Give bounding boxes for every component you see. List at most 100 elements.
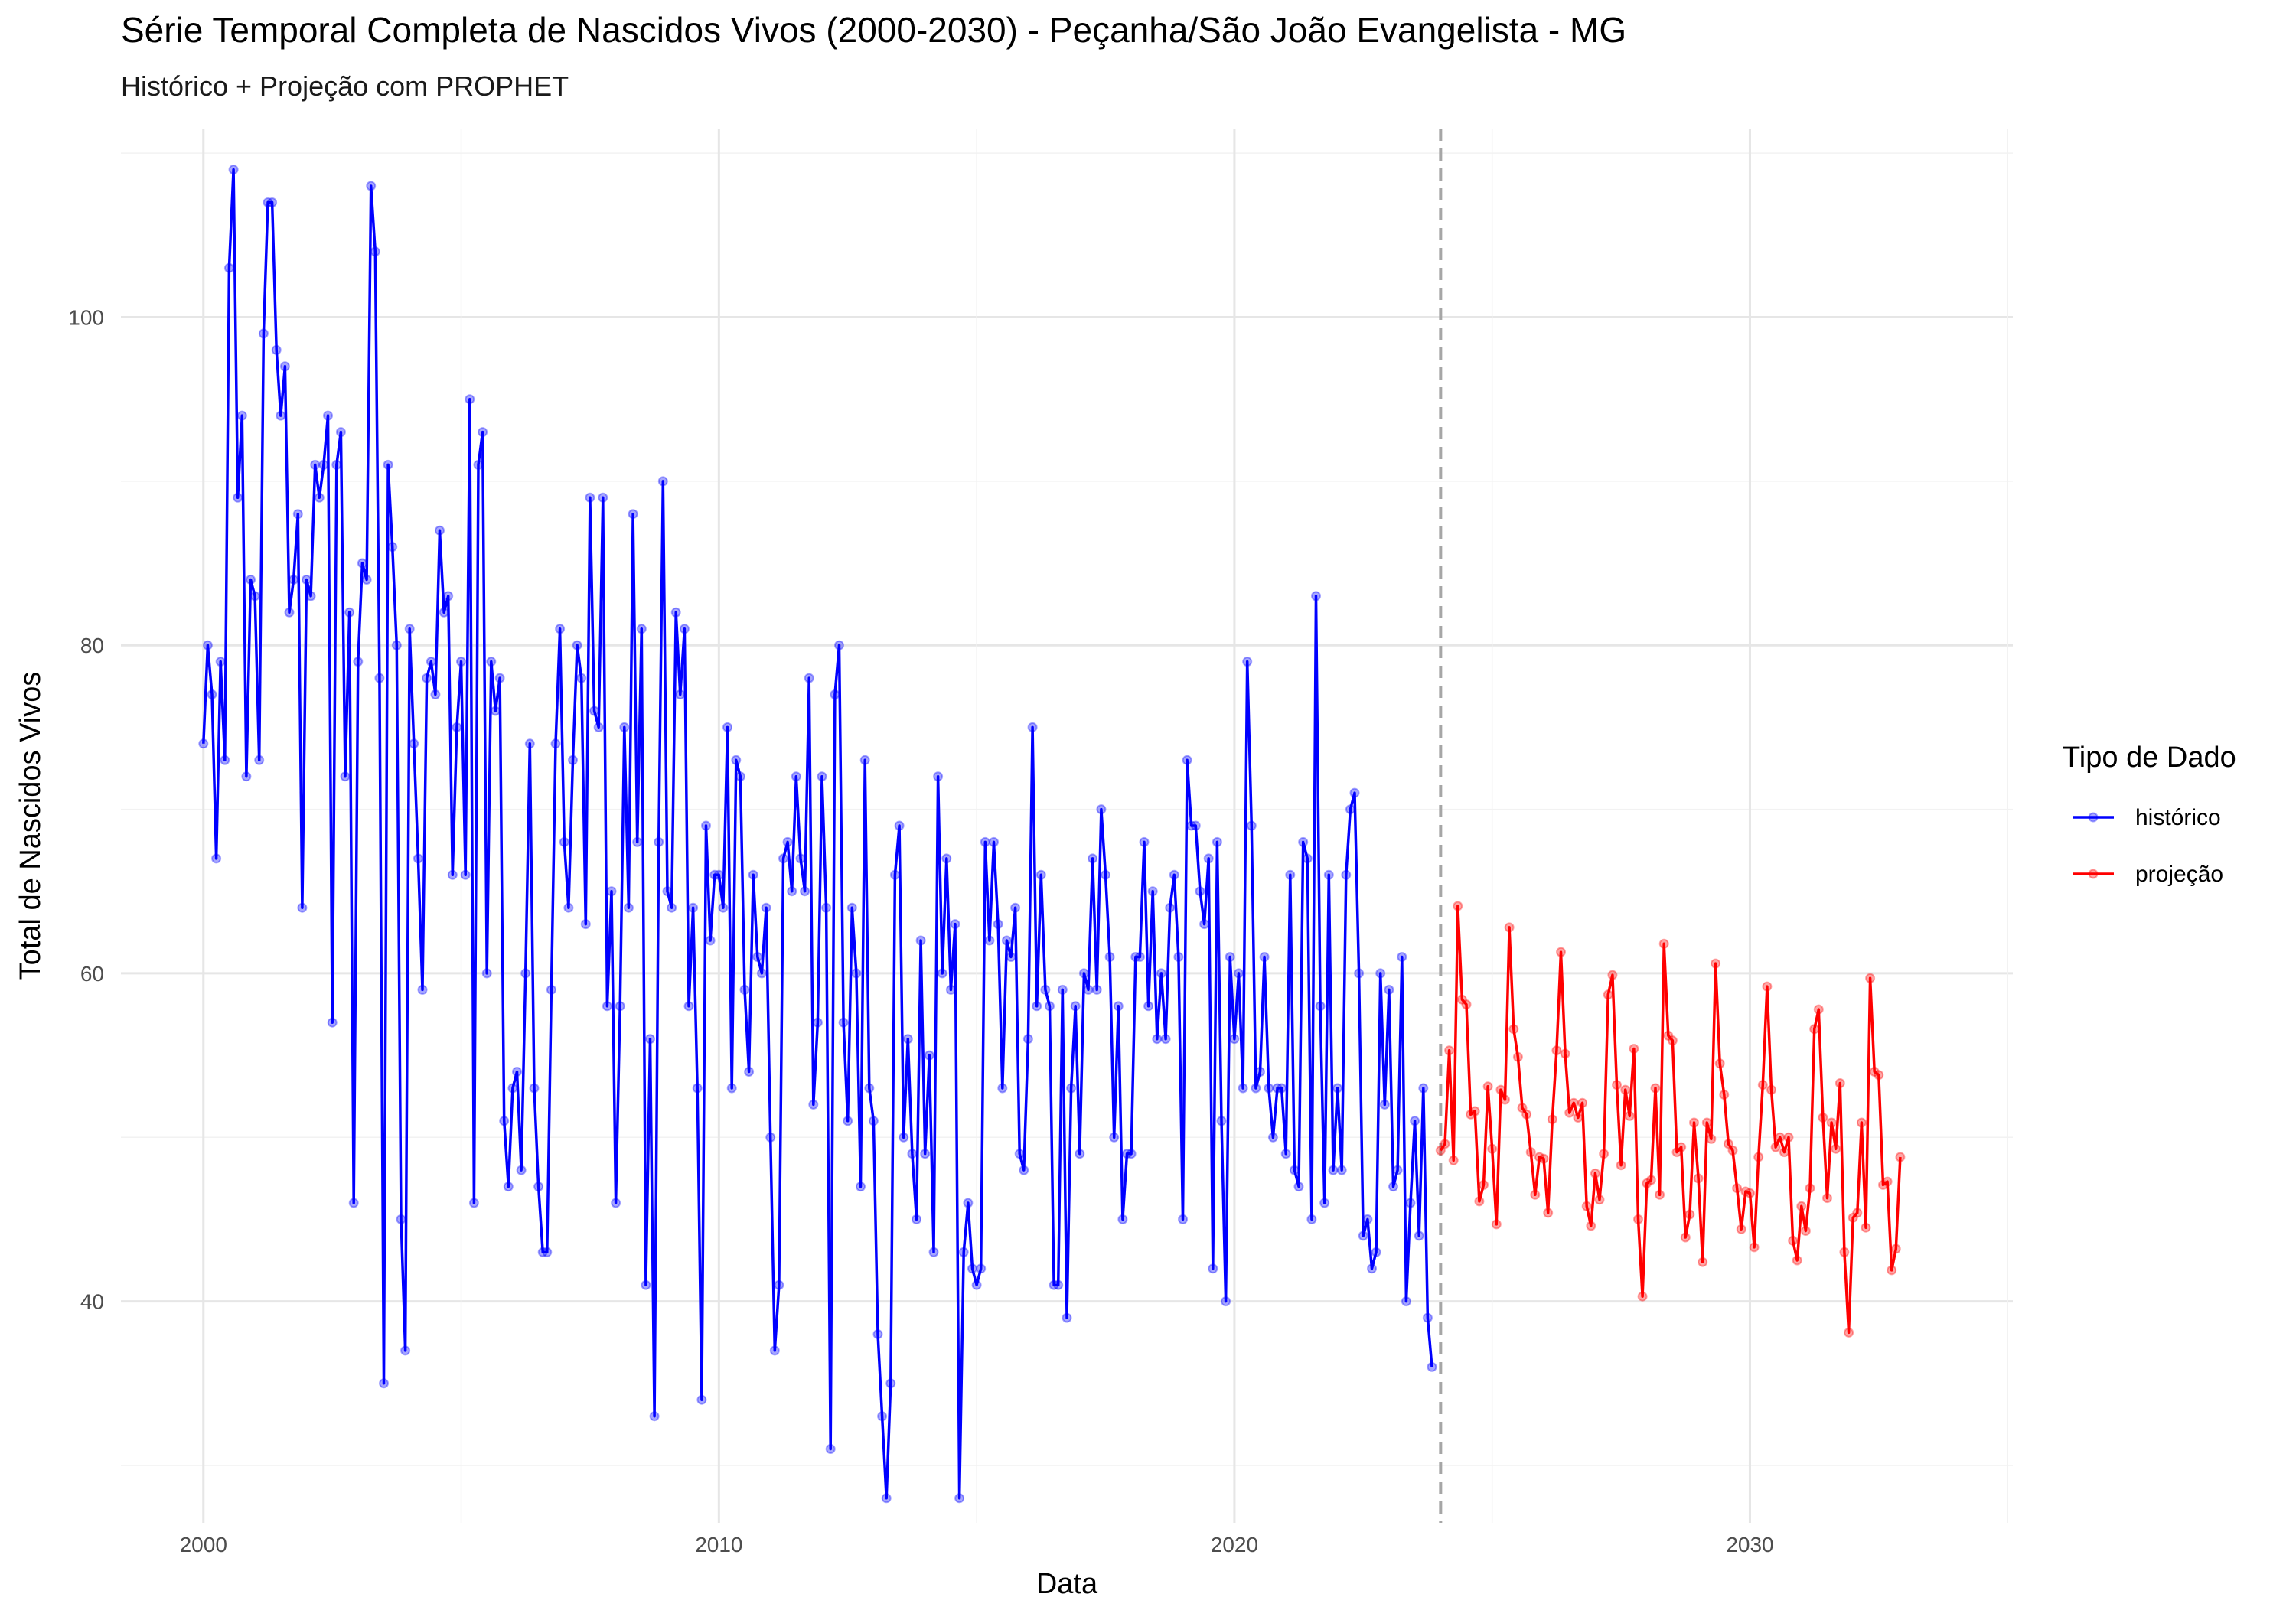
data-point	[1852, 1208, 1863, 1218]
data-point	[679, 624, 690, 634]
data-point	[817, 771, 827, 782]
data-point	[439, 607, 449, 618]
data-point	[1203, 853, 1214, 864]
data-point	[585, 492, 595, 503]
data-point	[1328, 1165, 1339, 1175]
data-point	[1564, 1107, 1575, 1118]
data-point	[868, 1116, 879, 1126]
data-point	[1701, 1117, 1712, 1128]
data-point	[920, 1149, 931, 1159]
data-point	[1049, 1279, 1059, 1290]
data-point	[1869, 1067, 1880, 1077]
data-point	[198, 738, 209, 749]
data-point	[1255, 1067, 1265, 1077]
data-point	[228, 165, 239, 175]
x-axis-title: Data	[1036, 1568, 1098, 1600]
data-point	[1775, 1132, 1786, 1143]
data-point	[1238, 1083, 1248, 1094]
data-point	[1354, 968, 1365, 979]
x-tick-label: 2020	[1211, 1533, 1258, 1556]
data-point	[1525, 1147, 1536, 1158]
data-point	[1293, 1182, 1304, 1192]
data-point	[1435, 1145, 1446, 1156]
data-point	[1719, 1090, 1730, 1100]
data-point	[744, 1067, 755, 1077]
data-point	[1474, 1196, 1485, 1207]
data-point	[460, 869, 471, 880]
data-point	[701, 820, 711, 831]
data-point	[1156, 968, 1166, 979]
data-point	[1101, 869, 1110, 880]
data-point	[1616, 1160, 1626, 1171]
data-point	[499, 1116, 510, 1126]
data-point	[1006, 952, 1016, 962]
data-point	[1822, 1193, 1832, 1204]
data-point	[1753, 1152, 1764, 1162]
data-point	[1022, 1034, 1033, 1045]
data-point	[1792, 1255, 1802, 1266]
data-point	[1384, 984, 1394, 995]
data-point	[692, 1083, 703, 1094]
series-2	[1435, 901, 1906, 1338]
data-point	[1878, 1179, 1888, 1190]
data-point	[1126, 1149, 1137, 1159]
data-point	[241, 771, 252, 782]
data-point	[1491, 1219, 1502, 1230]
data-point	[1461, 999, 1472, 1010]
data-point	[628, 509, 638, 520]
data-point	[1556, 947, 1566, 957]
data-point	[1160, 1034, 1171, 1045]
data-point	[924, 1050, 934, 1061]
data-point	[263, 197, 273, 207]
data-point	[1190, 820, 1201, 831]
data-point	[1482, 1081, 1493, 1092]
data-point	[1208, 1263, 1218, 1274]
data-point	[662, 886, 673, 897]
data-point	[1766, 1084, 1776, 1095]
data-point	[1332, 1083, 1343, 1094]
data-point	[1512, 1051, 1523, 1062]
data-point	[494, 673, 505, 683]
data-point	[851, 968, 862, 979]
data-point	[1448, 1155, 1459, 1165]
data-point	[276, 410, 286, 421]
data-point	[954, 1493, 965, 1504]
data-point	[1014, 1149, 1025, 1159]
data-point	[1277, 1083, 1287, 1094]
data-point	[769, 1345, 780, 1356]
series-line	[1439, 905, 1902, 1335]
data-point	[1096, 804, 1107, 815]
legend: Tipo de Dado histórico projeção	[2063, 742, 2236, 887]
data-point	[559, 836, 569, 847]
data-point	[709, 869, 720, 880]
data-point	[486, 657, 497, 667]
data-point	[941, 853, 952, 864]
y-tick-label: 100	[68, 306, 104, 330]
data-point	[1178, 1214, 1188, 1224]
data-point	[808, 1099, 819, 1110]
data-point	[568, 755, 578, 765]
legend-label: histórico	[2135, 805, 2221, 830]
data-point	[555, 624, 566, 634]
data-point	[357, 558, 367, 569]
data-point	[1740, 1186, 1751, 1197]
data-point	[1594, 1195, 1605, 1205]
data-point	[1796, 1201, 1807, 1211]
data-point	[1620, 1084, 1631, 1095]
data-point	[1479, 1179, 1489, 1190]
y-tick-label: 80	[80, 634, 104, 657]
data-point	[1645, 1175, 1656, 1185]
x-tick-label: 2000	[180, 1533, 227, 1556]
data-point	[1663, 1030, 1674, 1041]
data-point	[589, 706, 599, 716]
data-point	[1667, 1035, 1678, 1046]
data-point	[297, 902, 308, 913]
data-point	[310, 459, 321, 470]
data-point	[1117, 1214, 1128, 1224]
data-point	[1221, 1296, 1231, 1307]
data-point	[447, 869, 458, 880]
data-point	[289, 575, 299, 585]
data-point	[271, 344, 282, 355]
data-point	[1517, 1103, 1528, 1113]
data-point	[503, 1182, 514, 1192]
